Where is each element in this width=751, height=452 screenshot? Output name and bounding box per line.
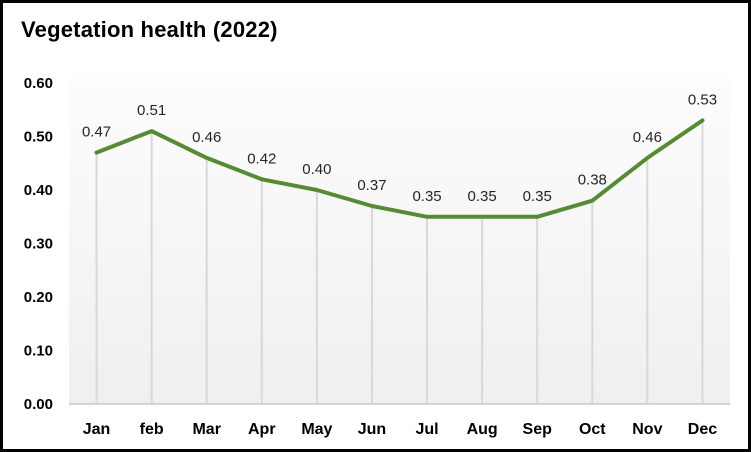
x-tick-label: May [301,421,332,438]
series-line [94,118,705,219]
x-tick-label: Nov [632,421,662,438]
plot-area [69,73,730,404]
x-tick-label: Jan [83,421,111,438]
data-point-label: 0.38 [578,172,607,189]
x-tick-label: feb [140,421,164,438]
data-point-label: 0.35 [412,188,441,205]
y-tick-label: 0.10 [24,343,53,360]
data-point-label: 0.40 [302,161,331,178]
data-point-label: 0.35 [523,188,552,205]
data-point-label: 0.37 [357,177,386,194]
y-tick-label: 0.20 [24,289,53,306]
x-tick-label: Apr [248,421,276,438]
y-tick-label: 0.00 [24,396,53,413]
data-point-label: 0.46 [633,129,662,146]
y-tick-label: 0.40 [24,182,53,199]
line-chart: 0.47 0.51 0.46 0.42 0.40 0.37 0.35 0.35 0.35 0.38… [24,73,730,438]
x-tick-label: Oct [579,421,606,438]
data-point-label: 0.51 [137,102,166,119]
chart-title: Vegetation health (2022) [21,17,278,42]
data-point-label: 0.53 [688,91,717,108]
y-tick-label: 0.60 [24,75,53,92]
y-tick-label: 0.30 [24,236,53,253]
data-point-label: 0.42 [247,150,276,167]
data-point-label: 0.47 [82,124,111,141]
x-tick-label: Dec [688,421,717,438]
x-tick-label: Aug [467,421,498,438]
x-tick-label: Jul [415,421,438,438]
x-tick-label: Jun [358,421,386,438]
data-point-label: 0.46 [192,129,221,146]
data-point-label: 0.35 [468,188,497,205]
x-tick-label: Sep [523,421,553,438]
y-tick-label: 0.50 [24,129,53,146]
x-tick-label: Mar [192,421,220,438]
